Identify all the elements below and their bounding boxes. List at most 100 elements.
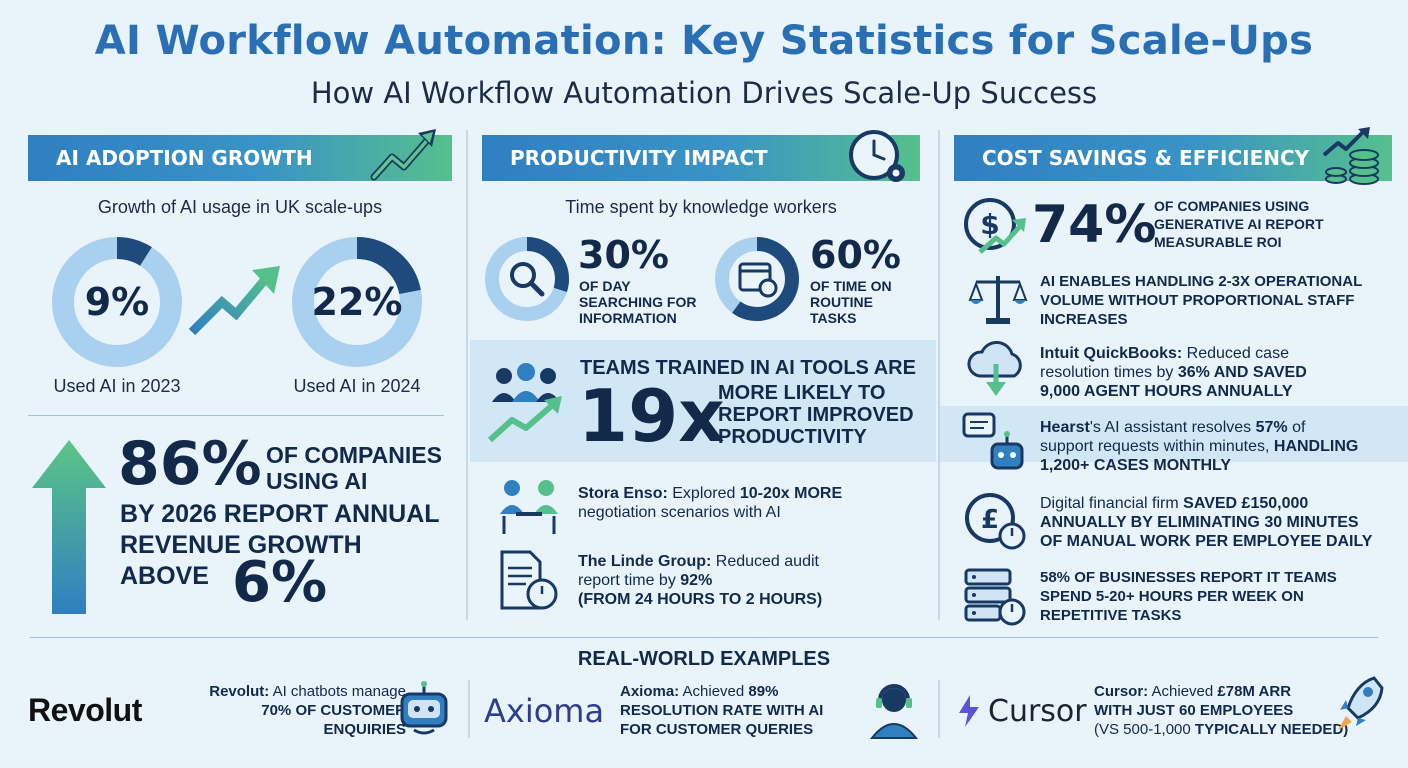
section-divider	[28, 415, 444, 416]
donut-chart-routine	[712, 234, 802, 324]
intuit-bold-2: 9,000 AGENT HOURS ANNUALLY	[1040, 383, 1293, 400]
magnifier-icon	[510, 262, 536, 288]
digital-firm-text: Digital financial firm SAVED £150,000 AN…	[1040, 494, 1392, 551]
routine-stat-line3: TASKS	[810, 310, 857, 326]
ops-line2: VOLUME WITHOUT PROPORTIONAL STAFF	[1040, 292, 1355, 309]
hearst-text-1: 's AI assistant resolves	[1089, 419, 1256, 436]
cursor-bold-2: TYPICALLY NEEDED)	[1194, 721, 1349, 738]
trend-up-icon	[368, 123, 442, 185]
search-stat-line3: INFORMATION	[579, 310, 677, 326]
cursor-name: Cursor:	[1094, 683, 1149, 700]
clock-gear-icon	[846, 127, 910, 187]
teams-line1: MORE LIKELY TO	[718, 382, 886, 404]
routine-stat-value: 60%	[810, 233, 901, 277]
it-line1: 58% OF BUSINESSES REPORT IT TEAMS	[1040, 569, 1337, 586]
ops-line3: INCREASES	[1040, 311, 1128, 328]
svg-text:£: £	[981, 505, 999, 535]
teams-line3: PRODUCTIVITY	[718, 426, 867, 448]
cursor-bolt-icon	[956, 694, 982, 728]
revolut-name: Revolut:	[209, 683, 270, 700]
examples-heading: REAL-WORLD EXAMPLES	[577, 648, 831, 670]
robot-icon	[396, 680, 452, 738]
cursor-bold-1: WITH JUST 60 EMPLOYEES	[1094, 702, 1294, 719]
dollar-growth-icon: $	[962, 196, 1028, 258]
big-up-arrow-icon	[30, 438, 108, 618]
axioma-name: Axioma:	[620, 683, 680, 700]
linde-bold-1: 92%	[680, 572, 713, 589]
search-stat-value: 30%	[578, 233, 669, 277]
growth-arrow-icon	[188, 262, 284, 338]
hearst-bold-1: 57%	[1255, 419, 1288, 436]
linde-bold-2: (FROM 24 HOURS TO 2 HOURS)	[578, 591, 823, 608]
team-growth-icon	[484, 362, 568, 446]
stora-enso-bold: 10-20x MORE	[739, 485, 843, 502]
productivity-caption: Time spent by knowledge workers	[565, 197, 837, 217]
chatbot-icon	[962, 410, 1028, 476]
donut-chart-2023	[48, 233, 186, 371]
examples-divider-v	[938, 680, 940, 738]
adoption-banner: AI ADOPTION GROWTH	[28, 129, 452, 181]
cursor-text-1: Achieved	[1148, 683, 1218, 700]
revolut-logo: Revolut	[28, 692, 142, 728]
stora-enso-name: Stora Enso:	[578, 485, 668, 502]
hearst-bold-3: 1,200+ CASES MONTHLY	[1040, 457, 1232, 474]
linde-name: The Linde Group:	[578, 553, 712, 570]
pound-stopwatch-icon: £	[964, 490, 1028, 552]
intuit-text-2: resolution times by	[1040, 364, 1178, 381]
roi-stat-value: 74%	[1032, 195, 1157, 255]
cost-banner-label: COST SAVINGS & EFFICIENCY	[982, 146, 1310, 170]
donut-2023-value: 9%	[84, 280, 150, 324]
hearst-text-2: of	[1287, 419, 1306, 436]
teams-heading: TEAMS TRAINED IN AI TOOLS ARE	[580, 357, 916, 379]
axioma-bold-2: FOR CUSTOMER QUERIES	[620, 721, 814, 738]
cursor-text: Cursor: Achieved £78M ARR WITH JUST 60 E…	[1094, 682, 1354, 739]
donut-chart-search	[482, 234, 572, 324]
server-clock-icon	[964, 566, 1028, 628]
it-line3: REPETITIVE TASKS	[1040, 607, 1182, 624]
column-divider	[938, 130, 940, 620]
intuit-text-1: Reduced case	[1182, 345, 1289, 362]
donut-2024-caption: Used AI in 2024	[293, 376, 421, 396]
donut-chart-2024	[288, 233, 426, 371]
cursor-logo: Cursor	[988, 694, 1087, 729]
support-agent-icon	[866, 680, 922, 740]
teams-line2: REPORT IMPROVED	[718, 404, 914, 426]
cost-banner: COST SAVINGS & EFFICIENCY	[954, 127, 1392, 185]
linde-text-1: Reduced audit	[711, 553, 819, 570]
donut-2024-value: 22%	[311, 280, 403, 324]
adoption-banner-label: AI ADOPTION GROWTH	[56, 146, 313, 170]
page-title: AI Workflow Automation: Key Statistics f…	[94, 18, 1314, 64]
roi-line3: MEASURABLE ROI	[1154, 234, 1282, 250]
axioma-text: Axioma: Achieved 89% RESOLUTION RATE WIT…	[620, 682, 860, 739]
donut-2023-caption: Used AI in 2023	[53, 376, 181, 396]
cloud-download-icon	[964, 340, 1028, 398]
adoption-stat-line4: REVENUE GROWTH	[120, 531, 362, 559]
revolut-text: Revolut: AI chatbots manage 70% OF CUSTO…	[156, 682, 406, 739]
digital-firm-bold-3: OF MANUAL WORK PER EMPLOYEE DAILY	[1040, 533, 1373, 550]
adoption-caption: Growth of AI usage in UK scale-ups	[97, 197, 383, 217]
cursor-text-2: (VS 500-1,000	[1094, 721, 1195, 738]
revolut-text-1: AI chatbots manage	[269, 683, 406, 700]
adoption-stat-line3: BY 2026 REPORT ANNUAL	[120, 500, 440, 528]
search-stat-line2: SEARCHING FOR	[579, 294, 697, 310]
rocket-icon	[1336, 674, 1384, 734]
examples-divider-v	[468, 680, 470, 738]
scales-icon	[968, 270, 1028, 326]
hearst-text: Hearst's AI assistant resolves 57% of su…	[1040, 418, 1402, 475]
roi-line1: OF COMPANIES USING	[1154, 198, 1310, 214]
stora-enso-text: Stora Enso: Explored 10-20x MORE negotia…	[578, 484, 928, 522]
column-divider	[466, 130, 468, 620]
search-stat-line1: OF DAY	[579, 278, 631, 294]
axioma-logo: Axioma	[484, 692, 605, 730]
productivity-banner-label: PRODUCTIVITY IMPACT	[510, 146, 768, 170]
stora-enso-text-2: negotiation scenarios with AI	[578, 504, 781, 521]
adoption-stat-line2: USING AI	[266, 468, 368, 494]
revolut-bold-2: ENQUIRIES	[323, 721, 406, 738]
intuit-bold-1: 36% AND SAVED	[1177, 364, 1307, 381]
adoption-stat-value-2: 6%	[232, 550, 328, 615]
svg-text:$: $	[980, 208, 999, 241]
examples-divider	[30, 637, 1378, 638]
routine-stat-line1: OF TIME ON	[810, 278, 892, 294]
it-line2: SPEND 5-20+ HOURS PER WEEK ON	[1040, 588, 1304, 605]
productivity-banner: PRODUCTIVITY IMPACT	[482, 130, 920, 182]
